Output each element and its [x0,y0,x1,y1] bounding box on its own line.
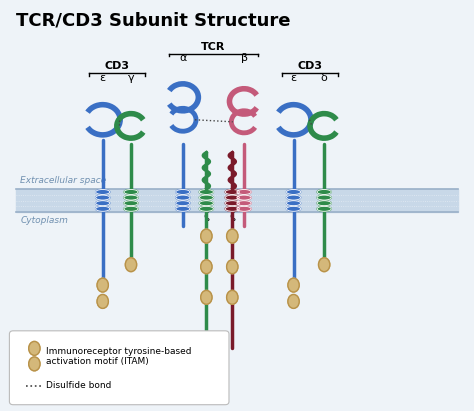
Ellipse shape [96,201,110,206]
Text: CD3: CD3 [104,61,129,71]
FancyBboxPatch shape [9,331,229,405]
Ellipse shape [319,258,330,272]
Ellipse shape [237,195,251,200]
Ellipse shape [201,291,212,304]
Text: CD3: CD3 [298,61,322,71]
Text: α: α [179,53,186,63]
Ellipse shape [317,189,331,194]
Text: γ: γ [128,73,134,83]
Text: δ: δ [321,73,328,83]
Ellipse shape [199,201,213,206]
Bar [16,189,458,212]
Ellipse shape [286,195,301,200]
Text: TCR: TCR [201,42,226,52]
Ellipse shape [199,206,213,211]
Text: activation motif (ITAM): activation motif (ITAM) [46,357,149,366]
Ellipse shape [286,189,301,194]
Ellipse shape [176,201,190,206]
Ellipse shape [317,206,331,211]
Ellipse shape [288,278,299,292]
Ellipse shape [176,195,190,200]
Ellipse shape [97,295,109,308]
Text: ε: ε [100,73,106,83]
Ellipse shape [176,189,190,194]
Text: Extracellular space: Extracellular space [20,176,107,185]
Ellipse shape [124,201,138,206]
Ellipse shape [124,189,138,194]
Ellipse shape [237,201,251,206]
Ellipse shape [199,189,213,194]
Ellipse shape [225,206,239,211]
Ellipse shape [96,189,110,194]
Ellipse shape [286,206,301,211]
Ellipse shape [29,357,40,371]
Text: Immunoreceptor tyrosine-based: Immunoreceptor tyrosine-based [46,347,191,356]
Ellipse shape [227,229,238,243]
Ellipse shape [97,278,109,292]
Ellipse shape [124,195,138,200]
Text: TCR/CD3 Subunit Structure: TCR/CD3 Subunit Structure [16,12,290,30]
Ellipse shape [96,195,110,200]
Text: ζ: ζ [229,211,236,221]
Text: Cytoplasm: Cytoplasm [20,216,68,225]
Ellipse shape [201,260,212,274]
Text: β: β [241,53,247,63]
Ellipse shape [176,206,190,211]
Ellipse shape [317,195,331,200]
Text: Disulfide bond: Disulfide bond [46,381,111,390]
Ellipse shape [225,189,239,194]
Ellipse shape [96,206,110,211]
Ellipse shape [227,291,238,304]
Ellipse shape [29,342,40,356]
Ellipse shape [124,206,138,211]
Ellipse shape [227,260,238,274]
Ellipse shape [286,201,301,206]
Ellipse shape [201,229,212,243]
Ellipse shape [317,201,331,206]
Text: ζ: ζ [203,211,210,221]
Ellipse shape [125,258,137,272]
Ellipse shape [237,189,251,194]
Ellipse shape [288,295,299,308]
Text: ε: ε [291,73,297,83]
Ellipse shape [225,195,239,200]
Ellipse shape [237,206,251,211]
Ellipse shape [199,195,213,200]
Ellipse shape [225,201,239,206]
